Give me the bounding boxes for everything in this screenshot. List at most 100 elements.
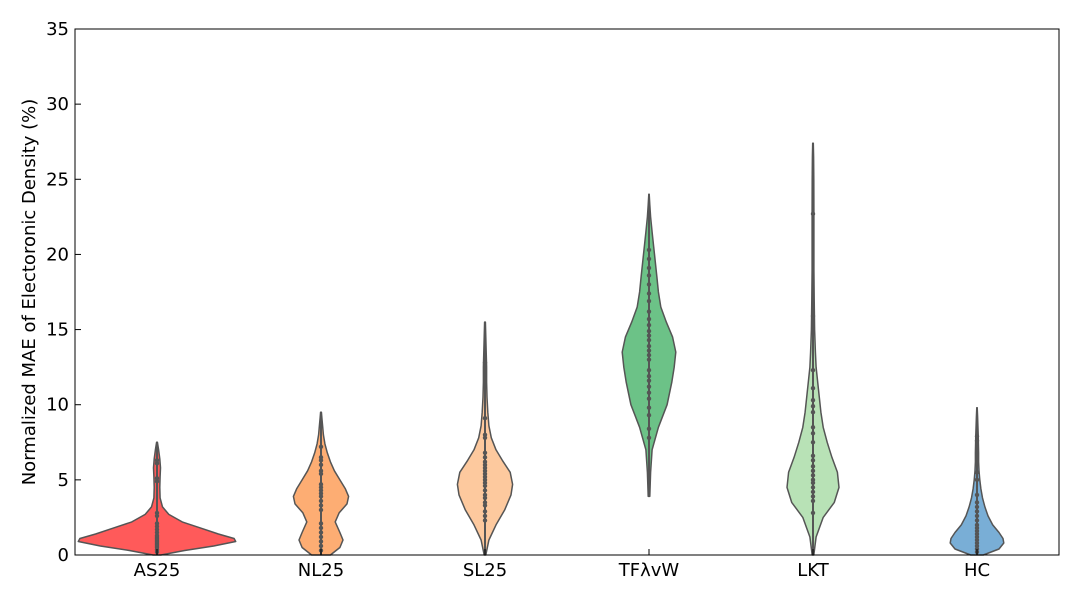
data-point-hc — [974, 513, 980, 519]
y-axis: 0 5 10 15 20 25 30 35 — [46, 19, 81, 566]
data-point-hc — [974, 500, 980, 505]
data-point-lkt — [810, 385, 816, 391]
y-tick-label: 5 — [58, 470, 69, 491]
data-point-tf-vw — [646, 405, 652, 410]
data-point-as25 — [154, 510, 160, 516]
data-point-hc — [974, 528, 980, 534]
data-point-tf-vw — [646, 256, 652, 262]
data-point-sl25 — [482, 480, 488, 486]
data-point-nl25 — [318, 444, 324, 449]
data-point-tf-vw — [646, 291, 652, 296]
data-point-tf-vw — [646, 328, 652, 334]
data-point-nl25 — [318, 494, 324, 499]
data-point-sl25 — [482, 462, 488, 468]
data-point-hc — [974, 537, 980, 543]
data-point-as25 — [154, 533, 160, 538]
data-point-as25 — [154, 524, 160, 529]
data-point-sl25 — [482, 513, 488, 519]
data-point-sl25 — [482, 360, 488, 365]
data-point-lkt — [810, 425, 816, 430]
data-point-hc — [974, 534, 980, 540]
data-point-lkt — [810, 211, 816, 217]
data-point-tf-vw — [646, 265, 652, 271]
x-tick-label-tf-vw: TFλvW — [618, 560, 680, 581]
data-point-as25 — [154, 458, 160, 463]
data-point-lkt — [810, 468, 816, 474]
data-point-tf-vw — [646, 273, 652, 278]
data-point-sl25 — [482, 471, 488, 477]
data-point-lkt — [810, 485, 816, 490]
data-point-lkt — [810, 431, 816, 436]
data-point-as25 — [154, 476, 160, 481]
data-point-hc — [974, 438, 980, 443]
data-point-lkt — [810, 398, 816, 403]
data-point-tf-vw — [646, 309, 652, 314]
x-tick-label-as25: AS25 — [134, 560, 181, 581]
y-axis-title: Normalized MAE of Electoronic Density (%… — [19, 99, 40, 486]
data-point-lkt — [810, 477, 816, 483]
data-point-nl25 — [318, 462, 324, 468]
data-point-lkt — [810, 440, 816, 445]
data-point-sl25 — [482, 503, 488, 508]
data-point-sl25 — [482, 459, 488, 465]
data-point-lkt — [810, 367, 816, 373]
data-point-nl25 — [318, 488, 324, 493]
data-point-sl25 — [482, 477, 488, 483]
data-point-as25 — [154, 521, 160, 526]
data-point-tf-vw — [646, 337, 652, 343]
data-point-hc — [974, 509, 980, 514]
data-point-nl25 — [318, 543, 324, 549]
data-point-sl25 — [482, 500, 488, 505]
data-point-nl25 — [318, 468, 324, 474]
data-point-tf-vw — [646, 357, 652, 362]
data-point-nl25 — [318, 521, 324, 526]
violin-sl25 — [456, 321, 514, 556]
data-point-tf-vw — [646, 390, 652, 395]
violin-hc — [949, 406, 1005, 556]
data-point-tf-vw — [646, 396, 652, 401]
data-point-lkt — [810, 494, 816, 499]
data-point-tf-vw — [646, 348, 652, 353]
data-point-tf-vw — [646, 373, 652, 379]
data-point-nl25 — [318, 507, 324, 513]
data-point-sl25 — [482, 435, 488, 440]
data-point-sl25 — [482, 474, 488, 480]
plot-layer — [77, 142, 1005, 556]
data-point-hc — [974, 540, 980, 546]
violin-as25 — [77, 441, 237, 556]
x-tick-label-lkt: LKT — [797, 560, 829, 581]
data-point-as25 — [154, 527, 160, 532]
data-point-sl25 — [482, 432, 488, 437]
plot-frame — [74, 28, 1060, 556]
data-point-tf-vw — [646, 282, 652, 287]
data-point-hc — [974, 504, 980, 510]
y-tick-label: 20 — [46, 244, 69, 265]
data-point-nl25 — [318, 485, 324, 490]
data-point-hc — [974, 470, 980, 475]
data-point-sl25 — [482, 488, 488, 493]
data-point-nl25 — [318, 498, 324, 504]
y-tick-label: 10 — [46, 395, 69, 416]
data-point-nl25 — [318, 503, 324, 508]
y-tick-label: 30 — [46, 94, 69, 115]
data-point-nl25 — [318, 491, 324, 496]
data-point-sl25 — [482, 492, 488, 498]
data-point-lkt — [810, 464, 816, 469]
data-point-lkt — [810, 313, 816, 319]
data-point-hc — [974, 531, 980, 537]
data-point-tf-vw — [646, 247, 652, 253]
data-point-lkt — [810, 404, 816, 409]
data-point-tf-vw — [646, 298, 652, 304]
data-point-nl25 — [318, 534, 324, 540]
x-axis: AS25 NL25 SL25 TFλvW LKT HC — [134, 549, 990, 581]
y-tick-label: 25 — [46, 169, 69, 190]
x-tick-label-nl25: NL25 — [298, 560, 344, 581]
data-point-tf-vw — [646, 322, 652, 328]
data-point-tf-vw — [646, 413, 652, 418]
data-point-sl25 — [482, 465, 488, 471]
x-tick-label-hc: HC — [964, 560, 990, 581]
data-point-lkt — [810, 489, 816, 495]
data-point-sl25 — [482, 416, 488, 421]
data-point-nl25 — [318, 458, 324, 463]
